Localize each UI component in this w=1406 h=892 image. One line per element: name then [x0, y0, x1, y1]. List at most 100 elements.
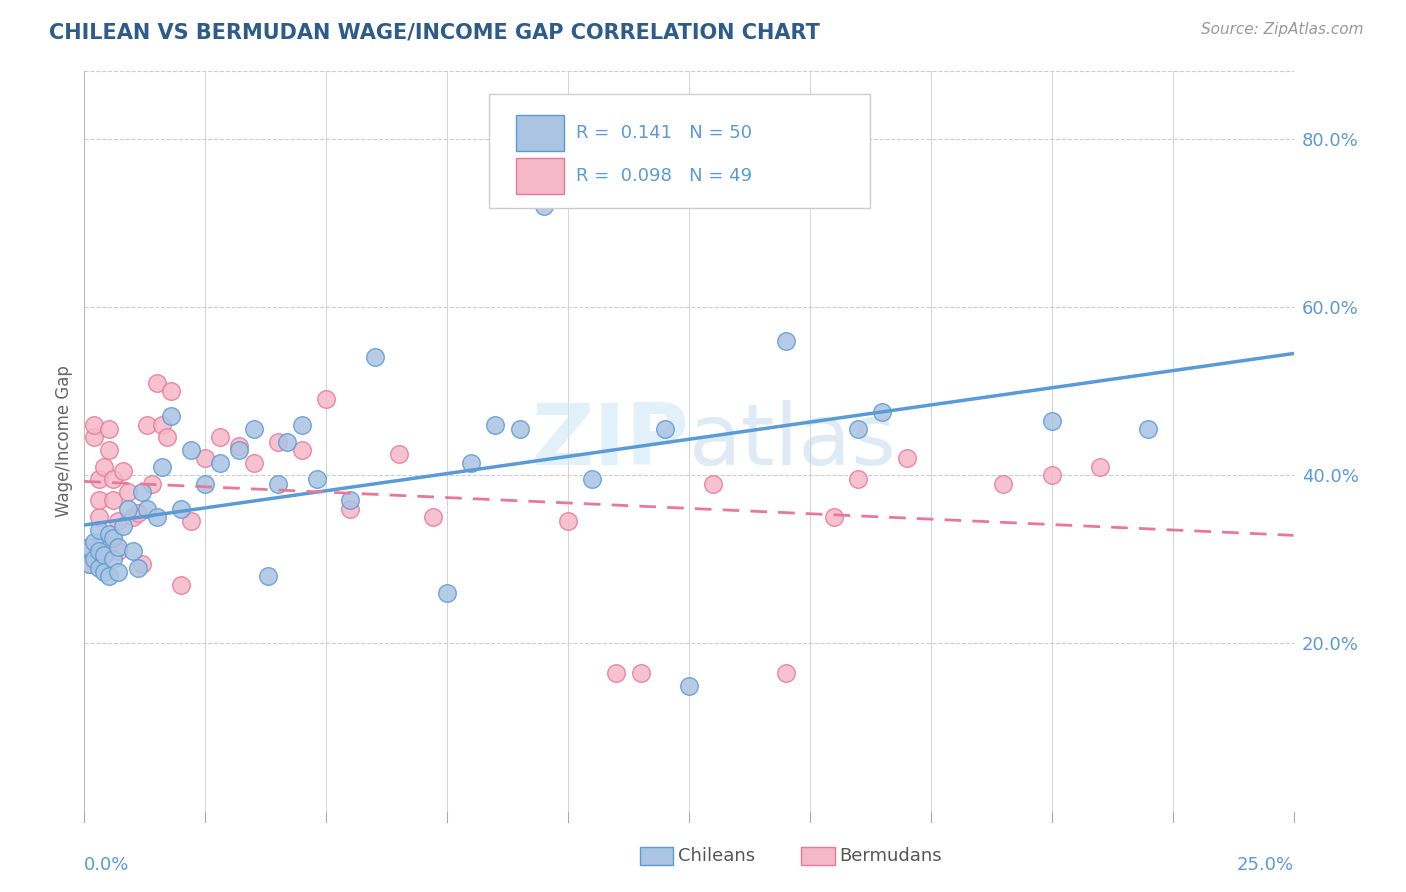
Point	[242, 422, 264, 436]
Point	[107, 515, 129, 529]
Text: atlas: atlas	[689, 400, 897, 483]
Point	[97, 569, 120, 583]
Point	[87, 544, 110, 558]
Point	[702, 476, 724, 491]
Point	[170, 577, 193, 591]
Point	[77, 557, 100, 571]
Text: R =  0.141   N = 50: R = 0.141 N = 50	[576, 124, 752, 142]
Point	[77, 557, 100, 571]
Point	[775, 334, 797, 348]
Point	[180, 515, 202, 529]
Point	[83, 430, 105, 444]
Point	[112, 464, 135, 478]
Point	[422, 510, 444, 524]
Point	[1040, 413, 1063, 427]
Point	[87, 510, 110, 524]
Text: R =  0.098   N = 49: R = 0.098 N = 49	[576, 167, 752, 185]
Point	[93, 459, 115, 474]
Point	[93, 548, 115, 562]
Point	[107, 565, 129, 579]
Point	[242, 456, 264, 470]
Point	[388, 447, 411, 461]
Point	[276, 434, 298, 449]
Point	[339, 493, 361, 508]
Text: Bermudans: Bermudans	[839, 847, 942, 865]
Point	[605, 665, 627, 680]
Point	[117, 485, 139, 500]
Point	[160, 409, 183, 424]
Point	[1137, 422, 1160, 436]
Point	[121, 510, 143, 524]
Point	[117, 501, 139, 516]
Text: 0.0%: 0.0%	[84, 856, 129, 874]
Point	[267, 434, 290, 449]
Point	[846, 472, 869, 486]
Point	[208, 430, 231, 444]
FancyBboxPatch shape	[516, 115, 564, 151]
Point	[1088, 459, 1111, 474]
Point	[121, 544, 143, 558]
Point	[103, 493, 125, 508]
Point	[872, 405, 894, 419]
Point	[823, 510, 845, 524]
Point	[291, 442, 314, 457]
Point	[993, 476, 1015, 491]
Point	[533, 199, 555, 213]
Point	[678, 679, 700, 693]
Point	[509, 422, 531, 436]
Point	[208, 456, 231, 470]
Point	[484, 417, 506, 432]
Point	[87, 493, 110, 508]
Point	[146, 510, 169, 524]
Point	[131, 557, 153, 571]
Point	[107, 544, 129, 558]
Point	[83, 535, 105, 549]
Point	[775, 665, 797, 680]
Point	[257, 569, 280, 583]
Point	[896, 451, 918, 466]
Point	[146, 376, 169, 390]
Point	[180, 442, 202, 457]
Point	[141, 476, 163, 491]
Point	[155, 430, 177, 444]
Point	[103, 531, 125, 545]
Point	[630, 665, 652, 680]
Point	[170, 501, 193, 516]
Point	[97, 527, 120, 541]
Point	[87, 560, 110, 574]
FancyBboxPatch shape	[489, 94, 870, 209]
Point	[83, 417, 105, 432]
Point	[581, 472, 603, 486]
Point	[103, 552, 125, 566]
Point	[150, 459, 173, 474]
Point	[1040, 468, 1063, 483]
Point	[136, 501, 159, 516]
Text: Source: ZipAtlas.com: Source: ZipAtlas.com	[1201, 22, 1364, 37]
Point	[557, 515, 579, 529]
Point	[93, 535, 115, 549]
Point	[107, 540, 129, 554]
Point	[291, 417, 314, 432]
Point	[267, 476, 290, 491]
Point	[127, 560, 149, 574]
Point	[97, 442, 120, 457]
Y-axis label: Wage/Income Gap: Wage/Income Gap	[55, 366, 73, 517]
Point	[97, 422, 120, 436]
Point	[77, 544, 100, 558]
Point	[150, 417, 173, 432]
Point	[83, 552, 105, 566]
Point	[228, 442, 250, 457]
Point	[194, 476, 217, 491]
Point	[87, 472, 110, 486]
Point	[103, 472, 125, 486]
Point	[136, 417, 159, 432]
Point	[363, 351, 385, 365]
Point	[87, 523, 110, 537]
Point	[305, 472, 328, 486]
Point	[460, 456, 482, 470]
FancyBboxPatch shape	[516, 158, 564, 194]
Point	[654, 422, 676, 436]
Text: Chileans: Chileans	[678, 847, 755, 865]
Point	[127, 506, 149, 520]
Text: ZIP: ZIP	[531, 400, 689, 483]
